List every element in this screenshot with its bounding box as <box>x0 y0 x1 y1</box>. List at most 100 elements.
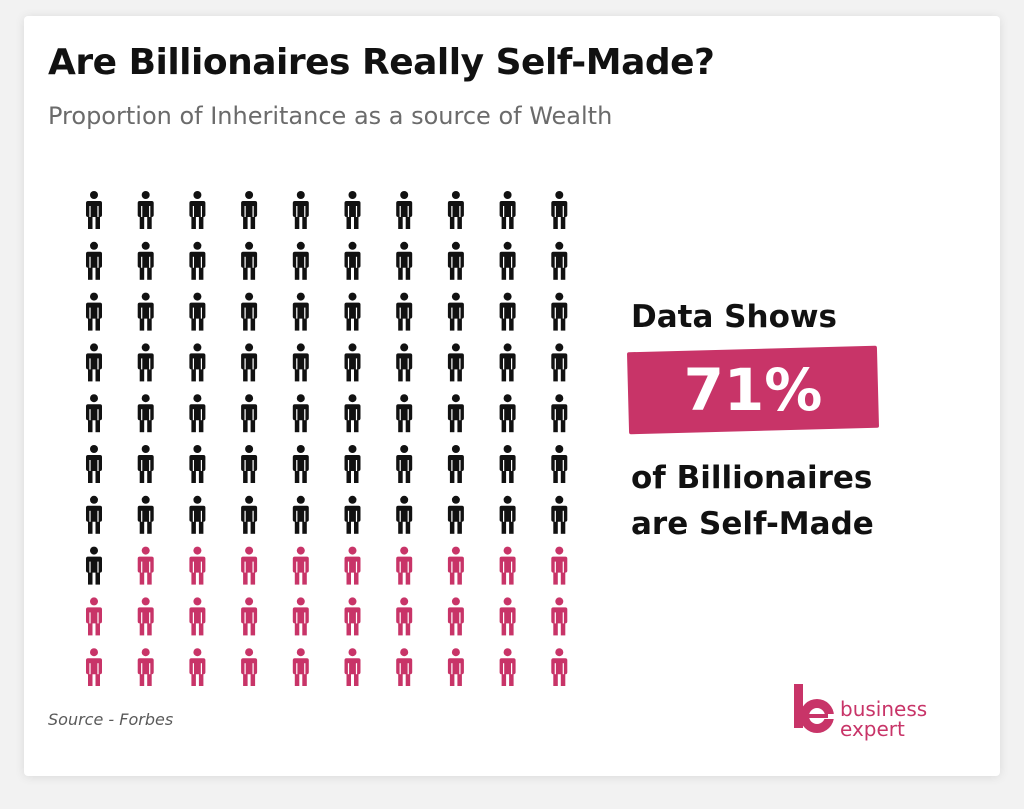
waffle-person-icon <box>447 546 464 585</box>
waffle-person-icon <box>137 241 154 280</box>
waffle-person-icon <box>189 343 206 382</box>
waffle-person-icon <box>292 292 309 331</box>
waffle-person-icon <box>499 394 516 433</box>
waffle-person-icon <box>499 648 516 686</box>
waffle-person-icon <box>499 241 516 280</box>
waffle-person-icon <box>447 394 464 433</box>
waffle-person-icon <box>137 546 154 585</box>
waffle-chart <box>86 191 568 686</box>
waffle-person-icon <box>396 343 413 382</box>
waffle-person-icon <box>292 495 309 534</box>
waffle-person-icon <box>137 445 154 483</box>
waffle-person-icon <box>189 445 206 483</box>
chart-title: Are Billionaires Really Self-Made? <box>48 42 715 83</box>
waffle-person-icon <box>396 495 413 534</box>
waffle-person-icon <box>86 597 102 636</box>
brand-logo: business expert <box>792 680 952 740</box>
waffle-person-icon <box>447 241 464 280</box>
waffle-person-icon <box>189 597 206 636</box>
waffle-person-icon <box>447 445 464 483</box>
waffle-person-icon <box>241 241 258 280</box>
waffle-person-icon <box>292 394 309 433</box>
logo-text-business: business <box>840 697 928 721</box>
waffle-person-icon <box>344 495 361 534</box>
source-note: Source - Forbes <box>48 710 174 729</box>
waffle-person-icon <box>344 343 361 382</box>
waffle-person-icon <box>189 495 206 534</box>
waffle-person-icon <box>551 343 568 382</box>
waffle-person-icon <box>551 241 568 280</box>
waffle-person-icon <box>499 191 516 229</box>
waffle-person-icon <box>241 343 258 382</box>
waffle-person-icon <box>551 546 568 585</box>
waffle-person-icon <box>499 546 516 585</box>
waffle-person-icon <box>344 597 361 636</box>
waffle-person-icon <box>447 495 464 534</box>
waffle-person-icon <box>396 241 413 280</box>
waffle-person-icon <box>86 445 102 483</box>
waffle-person-icon <box>137 597 154 636</box>
waffle-person-icon <box>447 292 464 331</box>
waffle-person-icon <box>292 597 309 636</box>
callout-line1: Data Shows <box>631 299 837 335</box>
logo-e-icon <box>794 684 835 733</box>
waffle-person-icon <box>137 394 154 433</box>
callout-text: of Billionaires are Self-Made <box>631 455 874 547</box>
waffle-person-icon <box>292 343 309 382</box>
waffle-person-icon <box>241 191 258 229</box>
waffle-person-icon <box>86 292 102 331</box>
waffle-person-icon <box>189 292 206 331</box>
callout-line2: of Billionaires <box>631 460 873 496</box>
waffle-person-icon <box>189 648 206 686</box>
waffle-person-icon <box>292 546 309 585</box>
waffle-person-icon <box>447 191 464 229</box>
waffle-person-icon <box>241 648 258 686</box>
logo-text-expert: expert <box>840 717 905 741</box>
waffle-person-icon <box>86 546 102 585</box>
waffle-person-icon <box>189 191 206 229</box>
waffle-person-icon <box>292 445 309 483</box>
waffle-person-icon <box>189 241 206 280</box>
waffle-person-icon <box>344 546 361 585</box>
waffle-person-icon <box>396 546 413 585</box>
waffle-person-icon <box>499 343 516 382</box>
waffle-person-icon <box>137 495 154 534</box>
waffle-person-icon <box>551 191 568 229</box>
waffle-person-icon <box>241 445 258 483</box>
waffle-person-icon <box>551 394 568 433</box>
waffle-person-icon <box>551 445 568 483</box>
waffle-person-icon <box>499 292 516 331</box>
waffle-person-icon <box>344 648 361 686</box>
waffle-person-icon <box>86 241 102 280</box>
waffle-person-icon <box>499 445 516 483</box>
waffle-person-icon <box>241 495 258 534</box>
waffle-person-icon <box>86 648 102 686</box>
waffle-person-icon <box>241 394 258 433</box>
waffle-person-icon <box>344 445 361 483</box>
waffle-person-icon <box>551 597 568 636</box>
waffle-person-icon <box>292 241 309 280</box>
waffle-person-icon <box>396 292 413 331</box>
waffle-person-icon <box>344 394 361 433</box>
waffle-person-icon <box>396 597 413 636</box>
waffle-person-icon <box>137 191 154 229</box>
waffle-person-icon <box>499 597 516 636</box>
waffle-person-icon <box>86 343 102 382</box>
chart-subtitle: Proportion of Inheritance as a source of… <box>48 102 613 130</box>
waffle-person-icon <box>189 546 206 585</box>
waffle-person-icon <box>499 495 516 534</box>
waffle-person-icon <box>447 343 464 382</box>
waffle-person-icon <box>447 648 464 686</box>
waffle-person-icon <box>292 648 309 686</box>
waffle-person-icon <box>551 648 568 686</box>
waffle-person-icon <box>447 597 464 636</box>
waffle-person-icon <box>241 597 258 636</box>
waffle-person-icon <box>551 292 568 331</box>
waffle-person-icon <box>344 241 361 280</box>
waffle-person-icon <box>396 394 413 433</box>
waffle-person-icon <box>86 394 102 433</box>
waffle-person-icon <box>241 292 258 331</box>
waffle-person-icon <box>396 648 413 686</box>
waffle-person-icon <box>241 546 258 585</box>
waffle-person-icon <box>396 191 413 229</box>
